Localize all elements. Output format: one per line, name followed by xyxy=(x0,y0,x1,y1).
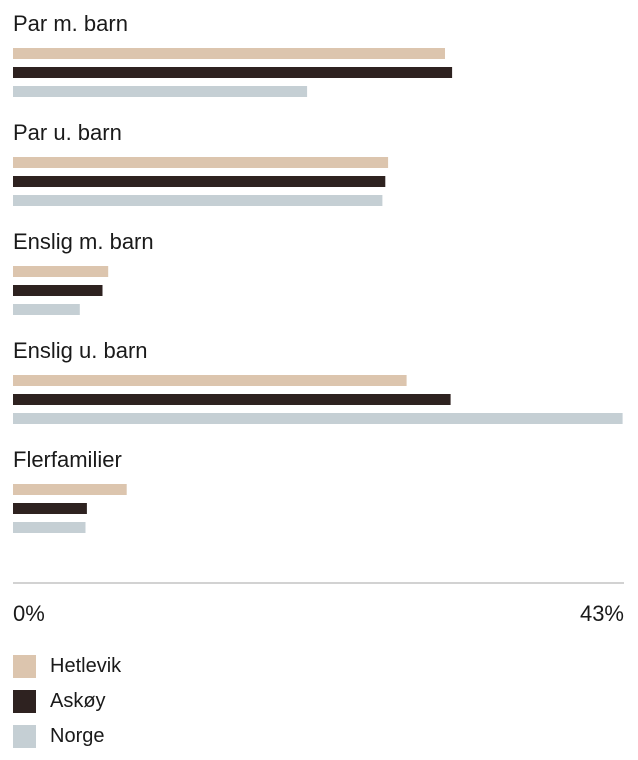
category-label: Flerfamilier xyxy=(13,447,122,472)
category-label: Enslig m. barn xyxy=(13,229,154,254)
legend: Hetlevik Askøy Norge xyxy=(13,655,121,760)
bar-hetlevik xyxy=(13,157,389,168)
legend-swatch xyxy=(13,655,36,678)
bar-hetlevik xyxy=(13,48,445,59)
bar-hetlevik xyxy=(13,375,407,386)
bar-norge xyxy=(13,86,308,97)
legend-swatch xyxy=(13,690,36,713)
category-label: Par m. barn xyxy=(13,11,128,36)
bar-hetlevik xyxy=(13,484,127,495)
legend-item: Norge xyxy=(13,725,121,748)
legend-swatch xyxy=(13,725,36,748)
bar-norge xyxy=(13,522,86,533)
category-label: Enslig u. barn xyxy=(13,338,148,363)
bar-askøy xyxy=(13,67,453,78)
x-tick-min: 0% xyxy=(13,601,45,626)
bar-hetlevik xyxy=(13,266,109,277)
legend-label: Norge xyxy=(50,725,105,747)
bar-askøy xyxy=(13,285,103,296)
legend-item: Hetlevik xyxy=(13,655,121,678)
legend-label: Hetlevik xyxy=(50,655,122,677)
bar-norge xyxy=(13,304,80,315)
category-label: Par u. barn xyxy=(13,120,122,145)
x-tick-max: 43% xyxy=(580,601,624,626)
bar-askøy xyxy=(13,503,87,514)
bar-askøy xyxy=(13,394,451,405)
legend-item: Askøy xyxy=(13,690,121,713)
legend-label: Askøy xyxy=(50,690,106,712)
bar-norge xyxy=(13,195,383,206)
bar-askøy xyxy=(13,176,386,187)
bar-norge xyxy=(13,413,623,424)
